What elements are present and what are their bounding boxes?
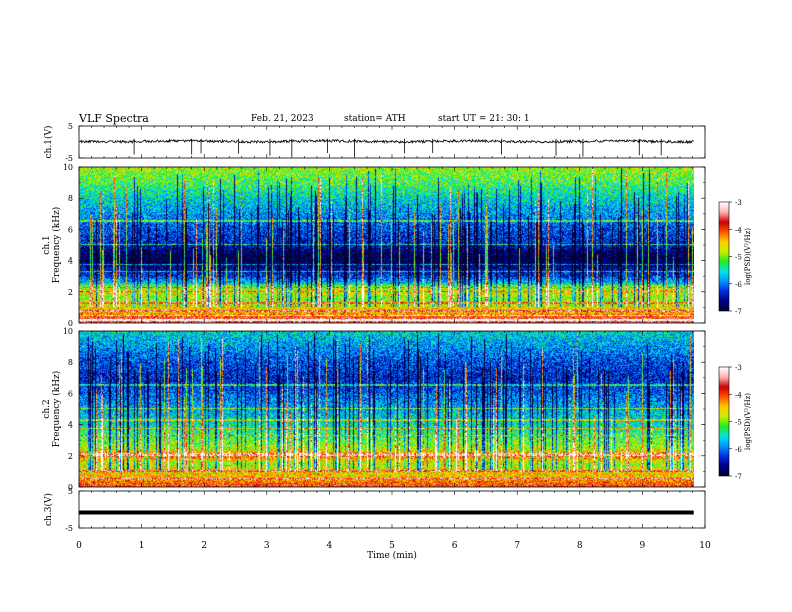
y-tick-label: 4	[68, 257, 73, 266]
y-axis-label: ch.3(V)	[43, 493, 54, 526]
y-tick-label: 5	[68, 122, 73, 131]
waveform-traces	[79, 138, 694, 515]
colorbar-tick-label: -5	[735, 254, 742, 262]
y-tick-label: 6	[68, 389, 73, 398]
ch2-spectrogram-image	[79, 331, 694, 487]
colorbar-tick-label: -4	[735, 391, 742, 399]
x-tick-label: 8	[577, 541, 583, 551]
y-tick-label: 2	[68, 452, 73, 461]
y-tick-label: -5	[65, 524, 73, 533]
y-axis-label: ch.1(V)	[43, 126, 54, 159]
y-tick-label: 0	[68, 319, 73, 328]
y-axis-label: ch.1	[42, 235, 52, 254]
x-tick-label: 9	[640, 541, 646, 551]
figure-title: VLF Spectra	[79, 112, 149, 125]
y-axis-label: Frequency (kHz)	[51, 371, 62, 448]
colorbar-tick-label: -6	[735, 281, 742, 289]
colorbar-tick-label: -5	[735, 419, 742, 427]
axes-frame-1	[78, 125, 706, 159]
y-tick-label: 4	[68, 421, 73, 430]
spectrogram-images	[79, 167, 729, 487]
x-tick-label: 2	[201, 541, 207, 551]
x-axis-label: Time (min)	[367, 550, 417, 561]
y-axis-label: ch.2	[42, 399, 52, 418]
station-label: station= ATH	[344, 114, 406, 124]
y-tick-label: 8	[68, 194, 73, 203]
x-tick-label: 10	[699, 541, 711, 551]
x-tick-label: 6	[452, 541, 458, 551]
x-tick-label: 3	[264, 541, 270, 551]
date-label: Feb. 21, 2023	[251, 114, 314, 124]
colorbar-2	[719, 367, 729, 476]
y-tick-label: 2	[68, 288, 73, 297]
y-tick-label: 6	[68, 225, 73, 234]
x-tick-label: 1	[139, 541, 145, 551]
ch1-waveform-trace	[79, 138, 694, 145]
colorbar-tick-label: -3	[735, 364, 742, 372]
colorbar-tick-label: -4	[735, 226, 742, 234]
start-time-label: start UT = 21: 30: 1	[438, 114, 530, 124]
y-tick-label: 10	[63, 327, 73, 336]
x-tick-label: 7	[514, 541, 520, 551]
colorbar-tick-label: -7	[735, 308, 742, 316]
axes-frame-4	[78, 490, 706, 529]
colorbar-label: log(PSD)(V²/Hz)	[744, 228, 752, 285]
colorbar-1	[719, 202, 729, 311]
y-tick-label: -5	[65, 154, 73, 163]
y-tick-label: 0	[68, 483, 73, 492]
y-tick-label: 5	[68, 487, 73, 496]
y-axis-label: Frequency (kHz)	[51, 207, 62, 284]
ch1-spectrogram-image	[79, 167, 694, 323]
y-tick-label: 10	[63, 163, 73, 172]
axis-labels: -3 -4 -5 -6 -7 log(PSD)(V²/Hz) -3 -4 -5 -6 -7 log(P…	[42, 122, 752, 561]
colorbar-label: log(PSD)(V²/Hz)	[744, 393, 752, 450]
colorbar-tick-label: -6	[735, 446, 742, 454]
colorbar-tick-label: -7	[735, 473, 742, 481]
colorbar-tick-label: -3	[735, 199, 742, 207]
x-tick-label: 4	[327, 541, 333, 551]
axes-frames	[78, 125, 732, 529]
x-tick-label: 5	[389, 541, 395, 551]
y-tick-label: 8	[68, 358, 73, 367]
x-tick-label: 0	[76, 541, 82, 551]
